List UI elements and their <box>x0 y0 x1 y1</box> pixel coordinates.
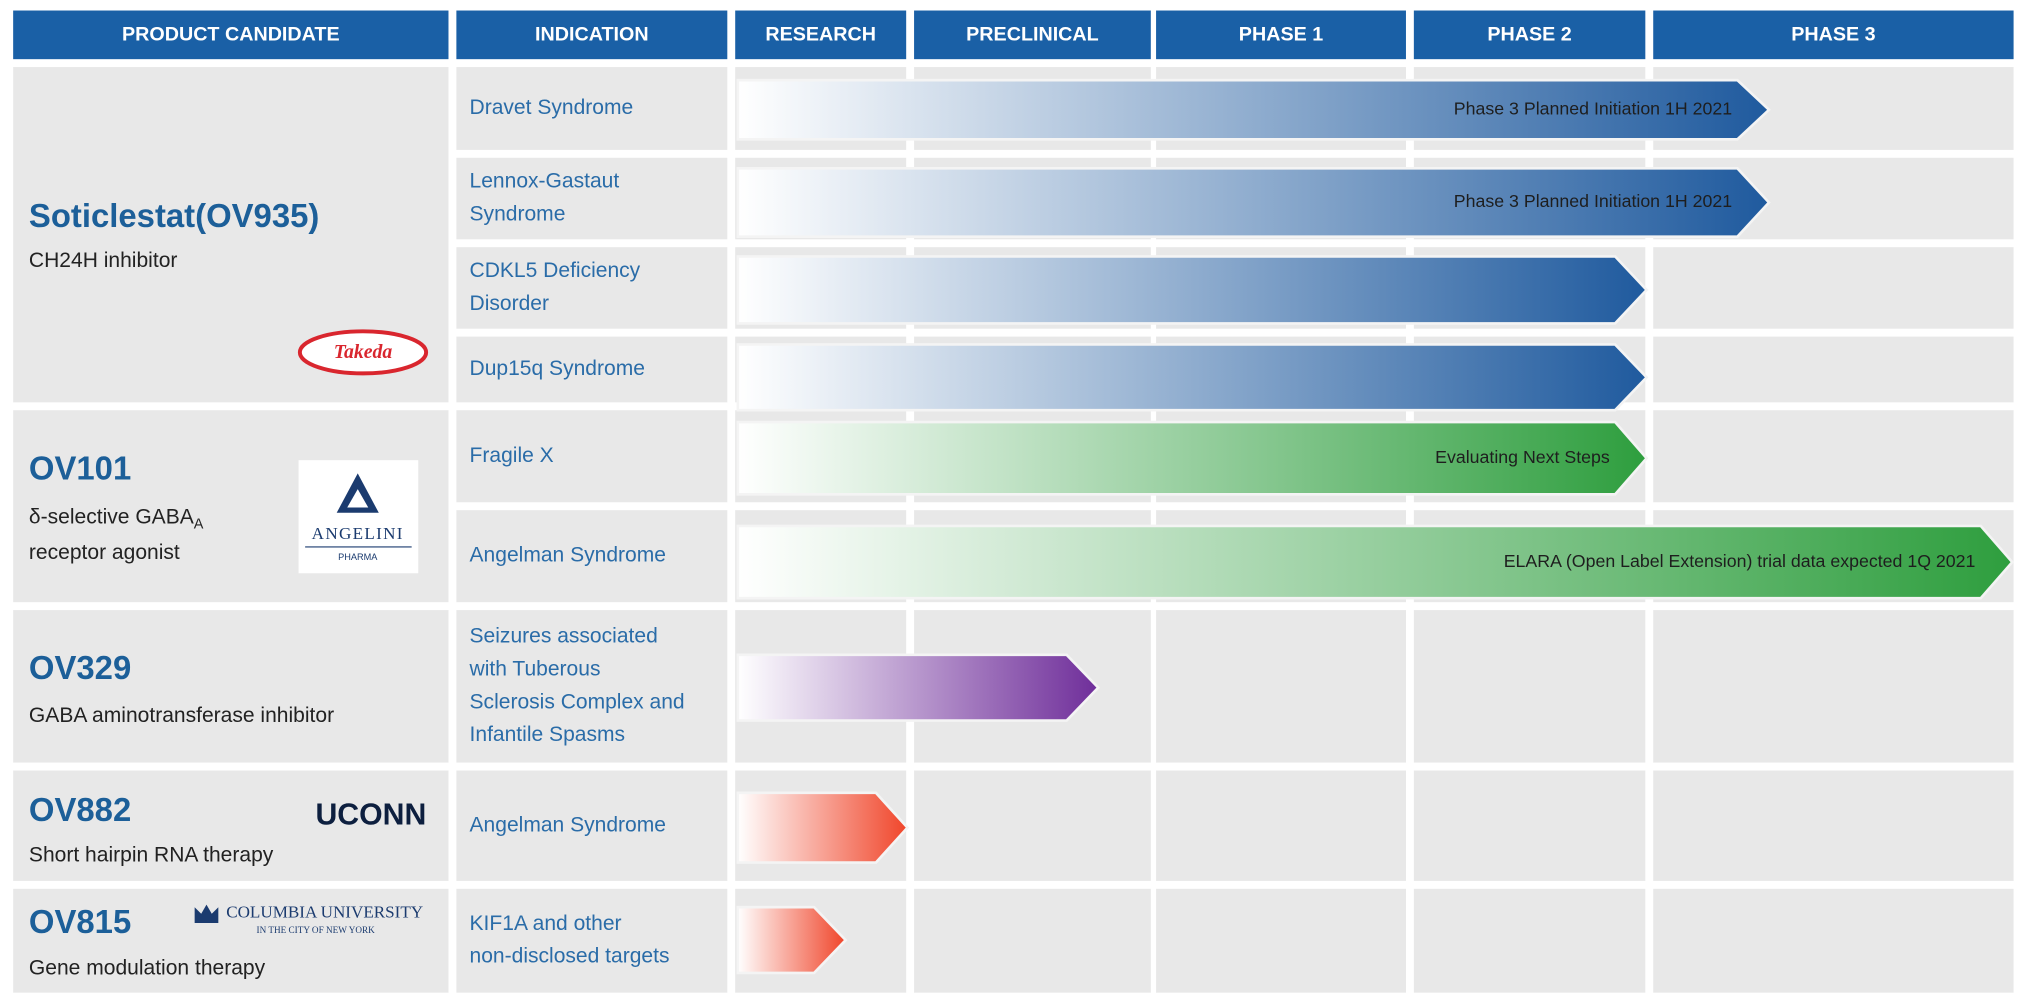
arrow-status: Phase 3 Planned Initiation 1H 2021 <box>1454 191 1732 211</box>
partner-logo: PHARMA <box>338 552 378 562</box>
header-label: INDICATION <box>535 24 649 46</box>
indication: CDKL5 Deficiency <box>470 259 641 282</box>
header-cell <box>1653 10 2014 60</box>
cell <box>456 888 728 993</box>
indication: Fragile X <box>470 444 554 467</box>
indication: non-disclosed targets <box>470 945 670 968</box>
cell <box>1653 610 2014 763</box>
subscript: A <box>194 516 204 532</box>
cell <box>914 770 1151 881</box>
indication: Seizures associated <box>470 625 658 648</box>
candidate-cell <box>13 888 449 993</box>
cell <box>1156 888 1406 993</box>
indication: Infantile Spasms <box>470 723 626 746</box>
indication: Sclerosis Complex and <box>470 690 685 713</box>
cell <box>1653 888 2014 993</box>
candidate-description: Gene modulation therapy <box>29 957 266 980</box>
cell <box>456 770 728 881</box>
candidate-cell <box>13 610 449 763</box>
header-cell <box>13 10 449 60</box>
indication: Dup15q Syndrome <box>470 357 645 380</box>
cell <box>1653 410 2014 503</box>
logo-shape <box>347 489 369 508</box>
indication: Angelman Syndrome <box>470 813 666 836</box>
partner-logo: Takeda <box>334 341 393 363</box>
header-label: RESEARCH <box>765 24 876 46</box>
indication: KIF1A and other <box>470 912 622 935</box>
cell <box>1653 336 2014 403</box>
cell <box>456 157 728 240</box>
candidate-name: OV882 <box>29 791 131 828</box>
cell <box>1413 610 1646 763</box>
header-label: PRODUCT CANDIDATE <box>122 24 340 46</box>
candidate-description: Short hairpin RNA therapy <box>29 844 274 867</box>
progress-arrow <box>736 166 1771 238</box>
candidate-description: CH24H inhibitor <box>29 249 177 272</box>
header-label: PHASE 2 <box>1487 24 1571 46</box>
header-label: PRECLINICAL <box>966 24 1099 46</box>
candidate-description: GABA aminotransferase inhibitor <box>29 704 334 727</box>
header-cell <box>1156 10 1406 60</box>
cell <box>1156 610 1406 763</box>
progress-arrow <box>736 255 1649 325</box>
cell <box>1413 770 1646 881</box>
indication: Dravet Syndrome <box>470 96 634 119</box>
cell <box>1156 770 1406 881</box>
progress-arrow <box>736 524 2015 600</box>
progress-arrow <box>736 343 1649 412</box>
header-cell <box>1413 10 1646 60</box>
cell <box>1653 247 2014 329</box>
progress-arrow <box>736 791 910 864</box>
candidate-cell <box>13 770 449 881</box>
arrow-status: Evaluating Next Steps <box>1435 447 1610 467</box>
cell <box>456 610 728 763</box>
progress-arrow <box>736 78 1771 141</box>
indication: Angelman Syndrome <box>470 544 666 567</box>
candidate-description: δ-selective GABAA <box>29 506 204 533</box>
partner-logo: IN THE CITY OF NEW YORK <box>257 925 376 935</box>
partner-logo: ANGELINI <box>312 524 404 543</box>
candidate-name: OV815 <box>29 903 131 940</box>
cell <box>456 336 728 403</box>
progress-arrow <box>736 653 1101 722</box>
arrow-status: Phase 3 Planned Initiation 1H 2021 <box>1454 98 1732 118</box>
candidate-name: OV101 <box>29 449 131 486</box>
arrow-status: ELARA (Open Label Extension) trial data … <box>1504 551 1976 571</box>
header-cell <box>735 10 907 60</box>
header-label: PHASE 3 <box>1791 24 1875 46</box>
logo-shape <box>297 329 429 376</box>
cell <box>1413 888 1646 993</box>
cell <box>456 510 728 603</box>
indication: Disorder <box>470 292 549 315</box>
header-label: PHASE 1 <box>1239 24 1323 46</box>
indication: Lennox-Gastaut <box>470 170 620 193</box>
indication: with Tuberous <box>469 657 601 680</box>
cell <box>456 67 728 150</box>
indication: Syndrome <box>470 203 566 226</box>
candidate-description: receptor agonist <box>29 541 180 564</box>
logo-crown <box>194 904 219 923</box>
candidate-name: OV329 <box>29 649 131 686</box>
cell <box>456 410 728 503</box>
header-cell <box>914 10 1151 60</box>
partner-logo: UCONN <box>315 798 426 831</box>
header-cell <box>456 10 728 60</box>
cell <box>1653 770 2014 881</box>
cell <box>914 888 1151 993</box>
progress-arrow <box>736 420 1649 496</box>
cell <box>456 247 728 329</box>
progress-arrow <box>736 905 848 975</box>
candidate-name: Soticlestat(OV935) <box>29 197 319 234</box>
partner-logo: COLUMBIA UNIVERSITY <box>226 903 423 922</box>
